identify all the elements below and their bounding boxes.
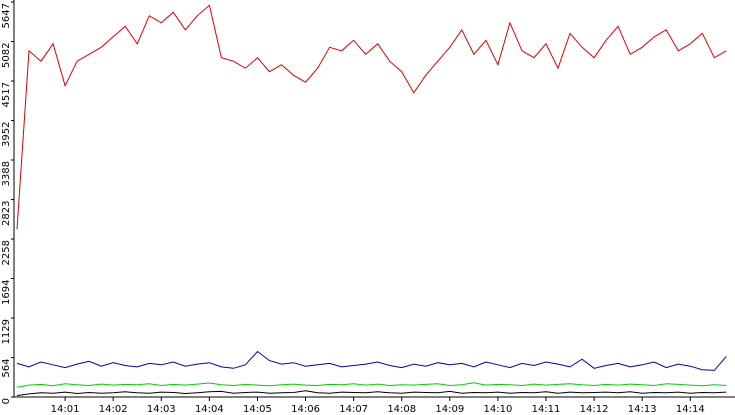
x-tick-label: 14:12 <box>580 404 609 415</box>
y-tick-label: 3952 <box>1 122 12 147</box>
y-tick-label: 5082 <box>1 43 12 68</box>
x-tick-label: 14:09 <box>435 404 464 415</box>
series-line <box>16 382 727 388</box>
series-line <box>16 350 727 371</box>
x-tick-label: 14:01 <box>51 404 80 415</box>
series-line <box>16 390 727 397</box>
y-tick-label: 5647 <box>1 3 12 28</box>
x-tick-label: 14:03 <box>147 404 176 415</box>
y-tick-label: 3388 <box>1 161 12 186</box>
x-tick-label: 14:10 <box>483 404 512 415</box>
x-tick-label: 14:06 <box>291 404 320 415</box>
y-tick-label: 564 <box>1 359 12 378</box>
x-tick-label: 14:13 <box>628 404 657 415</box>
x-tick-label: 14:05 <box>243 404 272 415</box>
y-tick-label: 2823 <box>1 201 12 226</box>
x-tick-label: 14:14 <box>676 404 705 415</box>
y-tick-label: 1694 <box>1 280 12 305</box>
y-tick-label: 1129 <box>1 319 12 344</box>
x-tick-label: 14:04 <box>195 404 224 415</box>
series-line <box>16 4 727 230</box>
x-tick-label: 14:08 <box>387 404 416 415</box>
y-tick-label: 2258 <box>1 240 12 265</box>
y-tick-label: 4517 <box>1 82 12 107</box>
x-tick-label: 14:07 <box>339 404 368 415</box>
y-tick-label: 0 <box>1 398 12 404</box>
x-tick-label: 14:02 <box>99 404 128 415</box>
x-tick-label: 14:11 <box>532 404 561 415</box>
